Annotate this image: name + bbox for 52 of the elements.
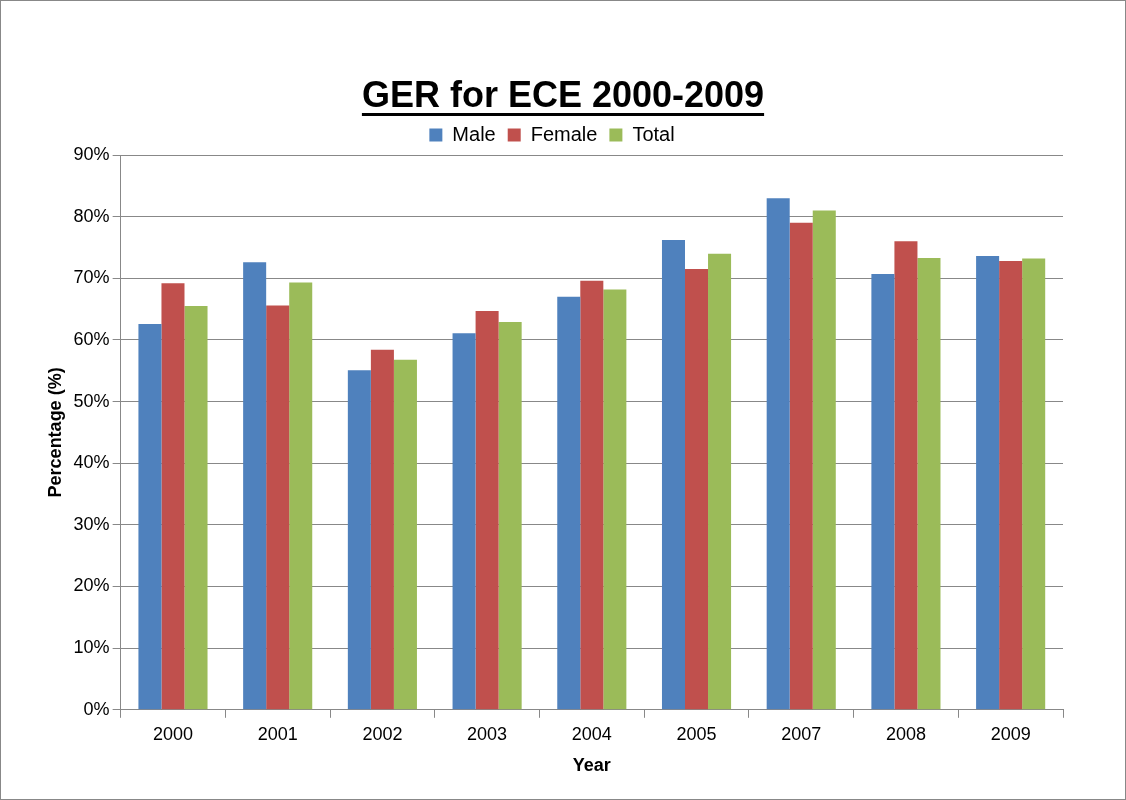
bar — [370, 349, 394, 710]
y-tick-label: 40% — [73, 452, 110, 473]
bar — [685, 269, 709, 710]
legend-label: Total — [632, 122, 675, 145]
bar — [661, 240, 685, 710]
bar — [708, 253, 732, 710]
bar — [557, 296, 581, 710]
x-tick-label: 2001 — [257, 723, 298, 744]
bar — [1022, 258, 1046, 710]
bar — [766, 198, 790, 710]
y-tick-label: 30% — [73, 513, 110, 534]
bar — [812, 210, 836, 710]
bar — [917, 257, 941, 710]
bar — [452, 333, 476, 710]
x-axis-title: Year — [572, 755, 611, 776]
bar — [289, 282, 313, 710]
x-tick-label: 2009 — [990, 723, 1031, 744]
legend-label: Male — [452, 122, 496, 145]
x-tick-label: 2000 — [152, 723, 193, 744]
bar — [138, 323, 162, 710]
x-tick-label: 2008 — [885, 723, 926, 744]
bar — [976, 256, 1000, 710]
x-tick-label: 2004 — [571, 723, 612, 744]
y-tick-label: 0% — [83, 698, 110, 719]
bar — [871, 273, 895, 710]
chart-title: GER for ECE 2000-2009 — [361, 74, 765, 115]
y-tick-label: 50% — [73, 390, 110, 411]
bar — [894, 241, 918, 710]
y-tick-label: 20% — [73, 575, 110, 596]
bar — [580, 280, 604, 710]
bar — [475, 310, 499, 710]
x-tick-label: 2003 — [467, 723, 508, 744]
bar — [999, 261, 1023, 710]
bar — [393, 359, 417, 710]
bar — [243, 262, 267, 710]
bar — [184, 306, 208, 710]
bar — [789, 222, 813, 710]
x-tick-label: 2002 — [362, 723, 403, 744]
legend-label: Female — [530, 122, 598, 145]
y-tick-label: 80% — [73, 205, 110, 226]
bar — [498, 322, 522, 710]
y-tick-label: 60% — [73, 328, 110, 349]
y-tick-label: 70% — [73, 267, 110, 288]
y-tick-label: 10% — [73, 637, 110, 658]
bar — [603, 289, 627, 710]
bar — [347, 370, 371, 710]
y-axis-title: Percentage (%) — [44, 367, 65, 498]
bar — [266, 305, 290, 710]
y-tick-label: 90% — [73, 143, 110, 164]
x-tick-label: 2007 — [781, 723, 822, 744]
bar — [161, 283, 185, 710]
x-tick-label: 2005 — [676, 723, 717, 744]
